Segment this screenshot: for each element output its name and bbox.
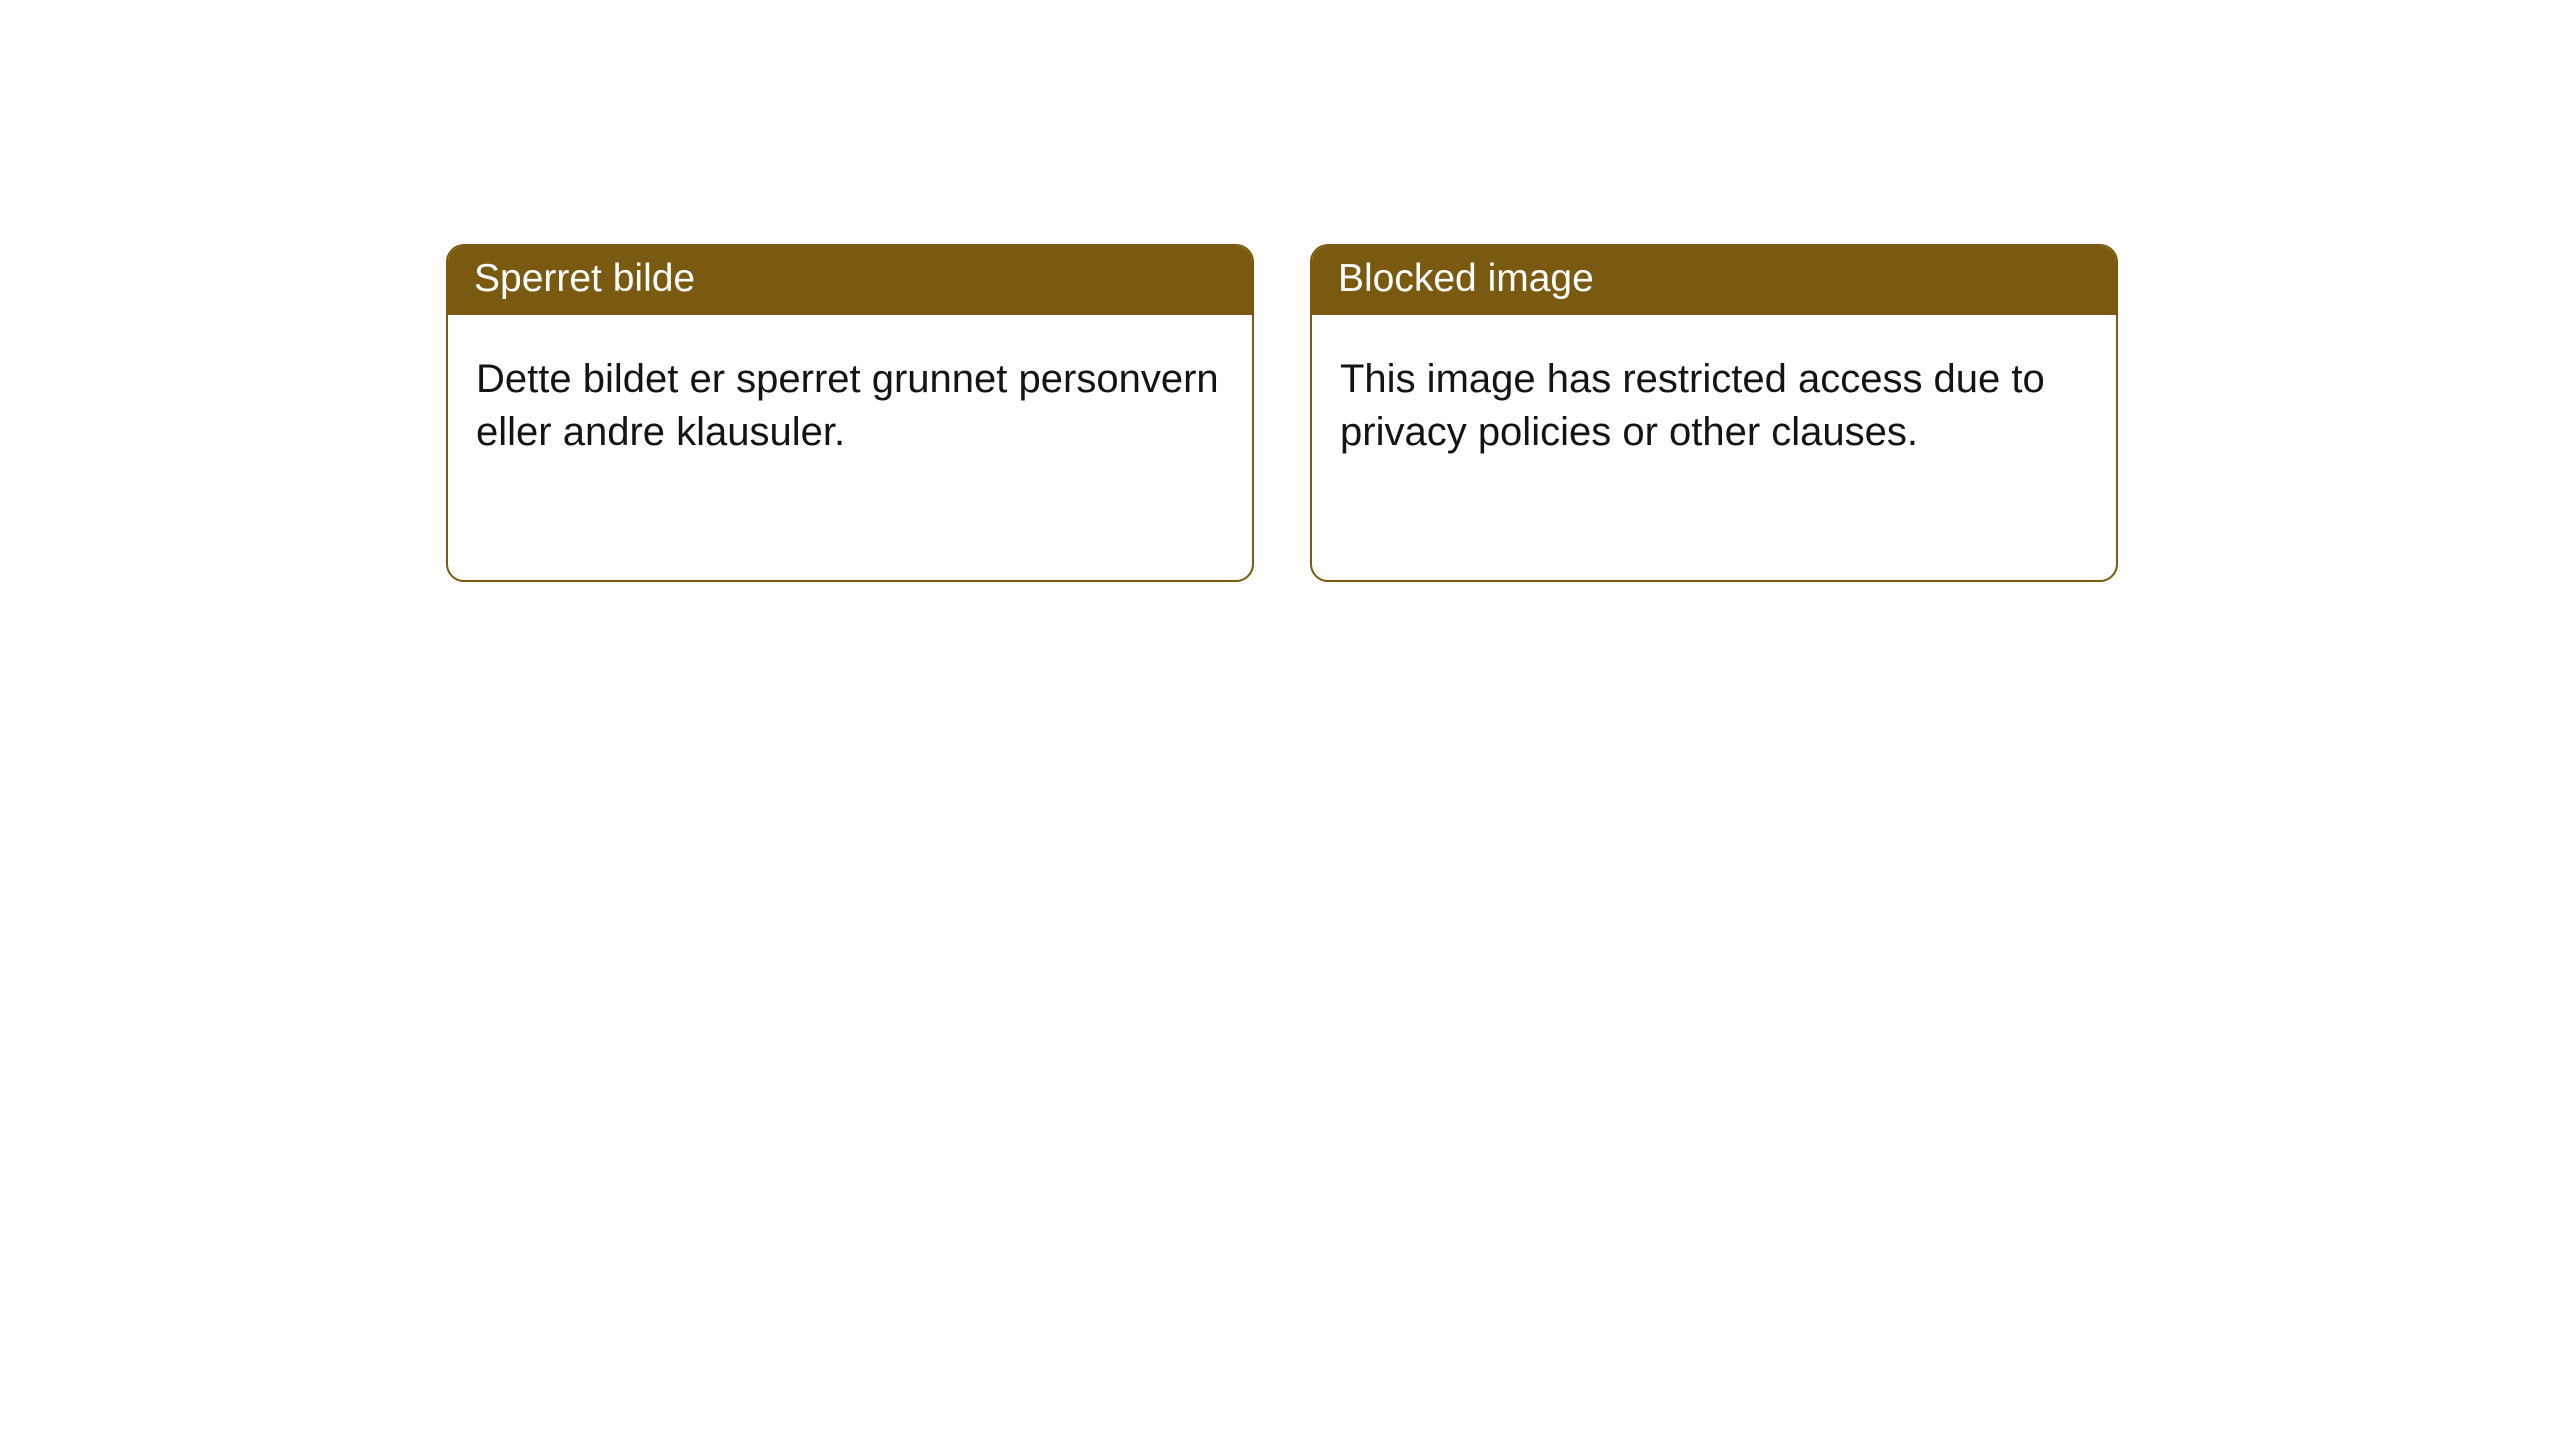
card-title: Sperret bilde	[474, 257, 695, 300]
card-body-text: Dette bildet er sperret grunnet personve…	[476, 357, 1219, 454]
card-body-text: This image has restricted access due to …	[1340, 357, 2045, 454]
notice-container: Sperret bilde Dette bildet er sperret gr…	[0, 0, 2560, 582]
card-body: Dette bildet er sperret grunnet personve…	[448, 315, 1252, 487]
card-body: This image has restricted access due to …	[1312, 315, 2116, 487]
card-header: Blocked image	[1312, 246, 2116, 315]
card-title: Blocked image	[1338, 257, 1594, 300]
notice-card-norwegian: Sperret bilde Dette bildet er sperret gr…	[446, 244, 1254, 582]
notice-card-english: Blocked image This image has restricted …	[1310, 244, 2118, 582]
card-header: Sperret bilde	[448, 246, 1252, 315]
